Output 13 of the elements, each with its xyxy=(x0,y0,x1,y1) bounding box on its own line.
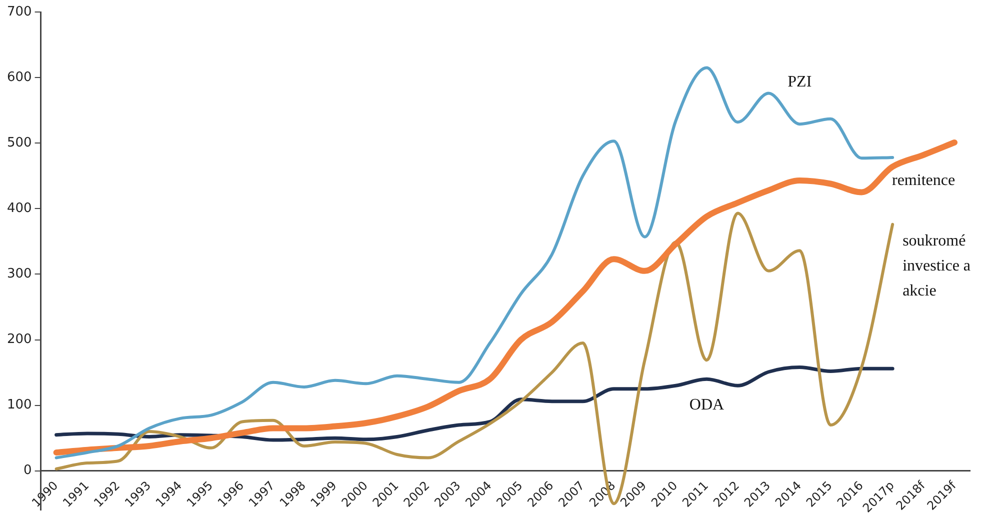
y-tick-label: 600 xyxy=(6,70,32,85)
y-tick-label: 100 xyxy=(6,398,32,413)
series-label: PZI xyxy=(788,73,812,90)
y-tick-label: 400 xyxy=(6,201,32,216)
series-label: remitence xyxy=(892,172,956,190)
y-tick-label: 200 xyxy=(6,332,32,348)
y-tick-label: 300 xyxy=(6,266,32,282)
series-label: soukromé investice a akcie xyxy=(902,232,971,300)
y-tick-label: 0 xyxy=(24,463,32,478)
y-tick-label: 700 xyxy=(6,4,32,20)
y-tick-label: 500 xyxy=(6,135,32,150)
line-series xyxy=(54,366,894,442)
series-label: ODA xyxy=(689,396,725,414)
